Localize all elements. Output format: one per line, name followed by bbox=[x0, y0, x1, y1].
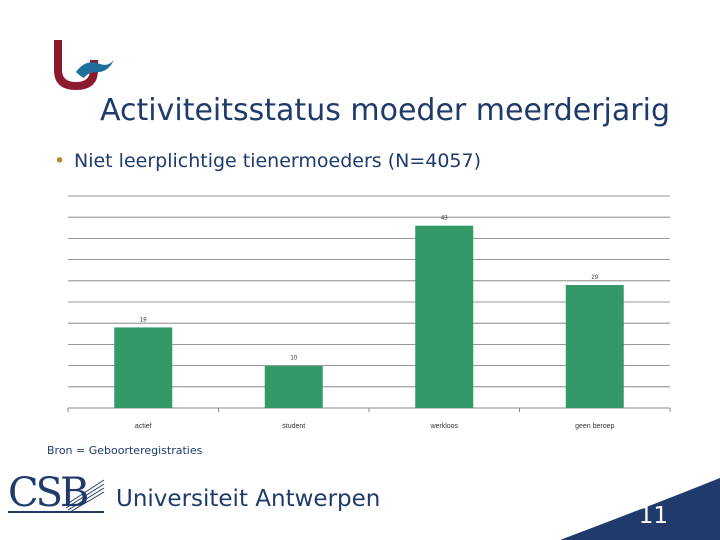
bar-geen-beroep bbox=[565, 285, 624, 408]
footer-band bbox=[8, 478, 720, 540]
bar-value-label: 43 bbox=[441, 216, 448, 222]
category-tick-label: werkloos bbox=[429, 423, 458, 430]
footer-swoosh bbox=[560, 478, 720, 540]
category-tick-label: actief bbox=[135, 423, 152, 430]
slide-number: 11 bbox=[638, 503, 668, 529]
category-tick-label: student bbox=[282, 423, 305, 430]
bar-value-label: 29 bbox=[591, 275, 598, 281]
bar-value-label: 10 bbox=[290, 356, 297, 362]
csb-emblem-lines bbox=[63, 479, 105, 513]
logo-u-shape bbox=[54, 40, 98, 90]
slide-title: Activiteitsstatus moeder meerderjarig bbox=[100, 93, 670, 128]
csb-logo-text: CSB bbox=[8, 470, 89, 516]
chart-bars bbox=[114, 225, 624, 408]
university-logo bbox=[54, 40, 114, 90]
bullet-text: Niet leerplichtige tienermoeders (N=4057… bbox=[74, 150, 482, 172]
bullet-item: • Niet leerplichtige tienermoeders (N=405… bbox=[54, 150, 481, 172]
bar-value-label: 19 bbox=[140, 317, 147, 323]
chart-labels: 19 actief 10 student 43 werkloos 29 geen beroep bbox=[135, 216, 615, 430]
logo-wave bbox=[76, 60, 114, 78]
university-name: Universiteit Antwerpen bbox=[116, 486, 381, 512]
bar-werkloos bbox=[415, 225, 474, 408]
bar-actief bbox=[114, 327, 173, 408]
source-note: Bron = Geboorteregistraties bbox=[47, 444, 203, 457]
category-tick-label: geen beroep bbox=[575, 423, 614, 430]
bullet-dot: • bbox=[54, 150, 66, 172]
bar-student bbox=[264, 365, 323, 408]
